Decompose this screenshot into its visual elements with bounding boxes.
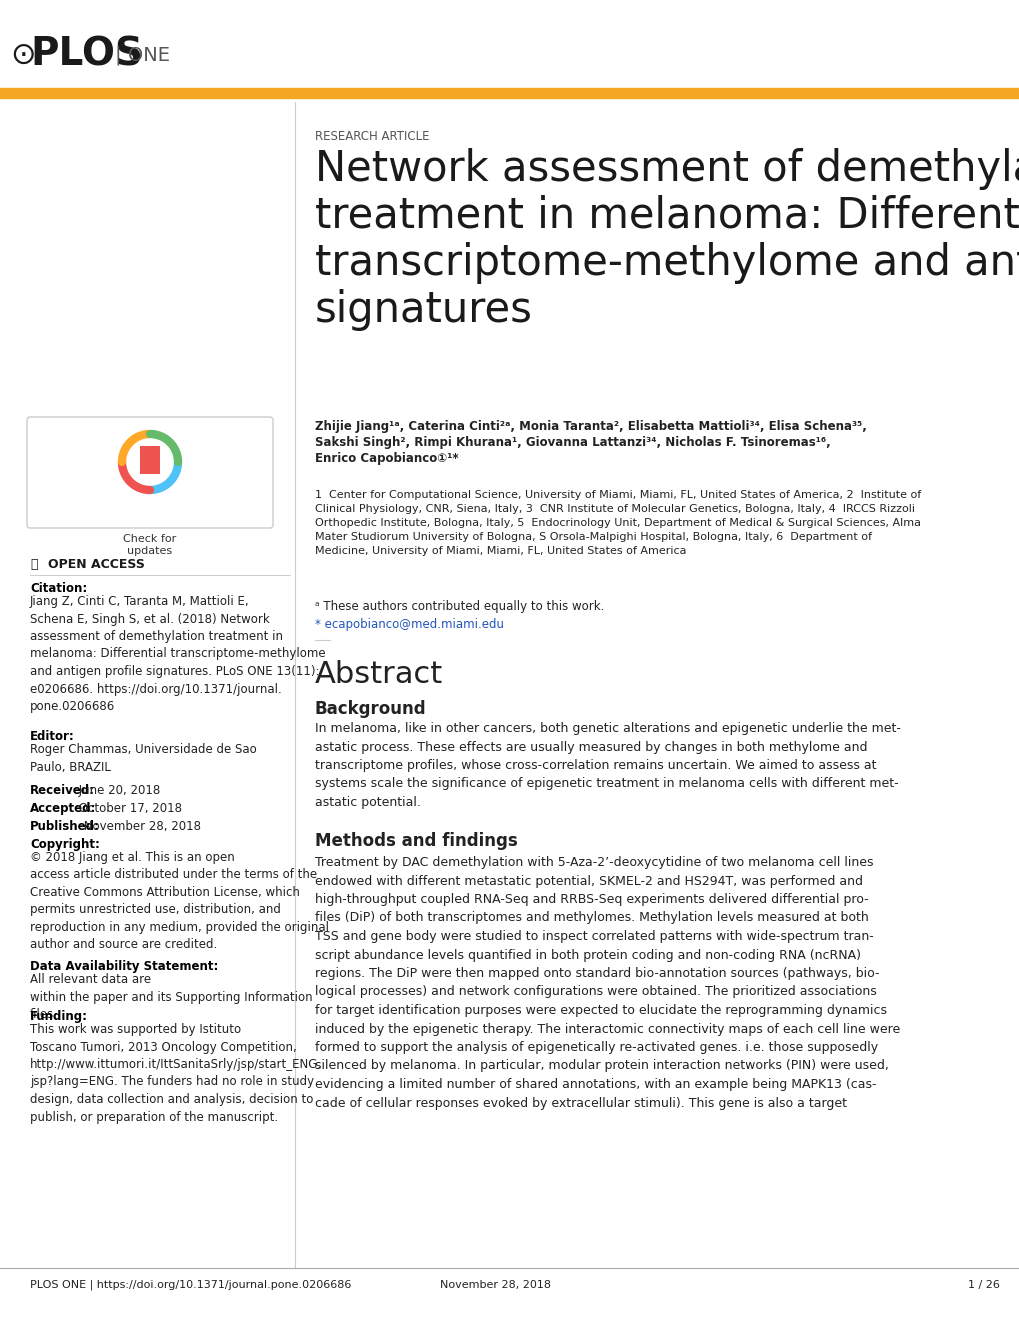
FancyBboxPatch shape: [140, 446, 160, 474]
Text: * ecapobianco@med.miami.edu: * ecapobianco@med.miami.edu: [315, 618, 503, 631]
Text: November 28, 2018: November 28, 2018: [439, 1280, 550, 1290]
Text: Zhijie Jiang¹ᵃ, Caterina Cinti²ᵃ, Monia Taranta², Elisabetta Mattioli³⁴, Elisa S: Zhijie Jiang¹ᵃ, Caterina Cinti²ᵃ, Monia …: [315, 420, 866, 433]
Text: Methods and findings: Methods and findings: [315, 832, 518, 850]
Text: October 17, 2018: October 17, 2018: [75, 803, 181, 814]
Text: Published:: Published:: [30, 820, 100, 833]
Text: OPEN ACCESS: OPEN ACCESS: [48, 558, 145, 572]
Text: ⊙: ⊙: [10, 41, 36, 70]
Text: RESEARCH ARTICLE: RESEARCH ARTICLE: [315, 129, 429, 143]
Text: Data Availability Statement:: Data Availability Statement:: [30, 960, 218, 973]
Text: Roger Chammas, Universidade de Sao
Paulo, BRAZIL: Roger Chammas, Universidade de Sao Paulo…: [30, 743, 257, 774]
Text: Received:: Received:: [30, 784, 95, 797]
Text: Copyright:: Copyright:: [30, 838, 100, 851]
Text: Jiang Z, Cinti C, Taranta M, Mattioli E,
Schena E, Singh S, et al. (2018) Networ: Jiang Z, Cinti C, Taranta M, Mattioli E,…: [30, 595, 325, 713]
Text: This work was supported by Istituto
Toscano Tumori, 2013 Oncology Competition,
h: This work was supported by Istituto Tosc…: [30, 1023, 322, 1123]
Text: PLOS: PLOS: [30, 36, 143, 74]
Text: Accepted:: Accepted:: [30, 803, 96, 814]
Text: Treatment by DAC demethylation with 5-Aza-2’-deoxycytidine of two melanoma cell : Treatment by DAC demethylation with 5-Az…: [315, 855, 900, 1110]
Text: November 28, 2018: November 28, 2018: [79, 820, 201, 833]
Text: Editor:: Editor:: [30, 730, 74, 743]
Text: 🔓: 🔓: [30, 558, 38, 572]
Text: Abstract: Abstract: [315, 660, 443, 689]
Text: | ONE: | ONE: [115, 45, 170, 65]
Text: Citation:: Citation:: [30, 582, 88, 595]
Text: Check for
updates: Check for updates: [123, 535, 176, 557]
Text: Background: Background: [315, 700, 426, 718]
Text: June 20, 2018: June 20, 2018: [75, 784, 160, 797]
Text: In melanoma, like in other cancers, both genetic alterations and epigenetic unde: In melanoma, like in other cancers, both…: [315, 722, 900, 809]
FancyBboxPatch shape: [26, 417, 273, 528]
Text: Funding:: Funding:: [30, 1010, 88, 1023]
Text: © 2018 Jiang et al. This is an open
access article distributed under the terms o: © 2018 Jiang et al. This is an open acce…: [30, 851, 329, 952]
Text: 1  Center for Computational Science, University of Miami, Miami, FL, United Stat: 1 Center for Computational Science, Univ…: [315, 490, 920, 556]
Text: All relevant data are
within the paper and its Supporting Information
files.: All relevant data are within the paper a…: [30, 973, 312, 1020]
Text: Sakshi Singh², Rimpi Khurana¹, Giovanna Lattanzi³⁴, Nicholas F. Tsinoremas¹⁶,: Sakshi Singh², Rimpi Khurana¹, Giovanna …: [315, 436, 829, 449]
Text: ᵃ These authors contributed equally to this work.: ᵃ These authors contributed equally to t…: [315, 601, 604, 612]
Text: 1 / 26: 1 / 26: [967, 1280, 999, 1290]
Text: Network assessment of demethylation
treatment in melanoma: Differential
transcri: Network assessment of demethylation trea…: [315, 148, 1019, 331]
Bar: [0, 88, 1019, 98]
Text: PLOS ONE | https://doi.org/10.1371/journal.pone.0206686: PLOS ONE | https://doi.org/10.1371/journ…: [30, 1280, 351, 1290]
Text: Enrico Capobianco①¹*: Enrico Capobianco①¹*: [315, 451, 459, 465]
